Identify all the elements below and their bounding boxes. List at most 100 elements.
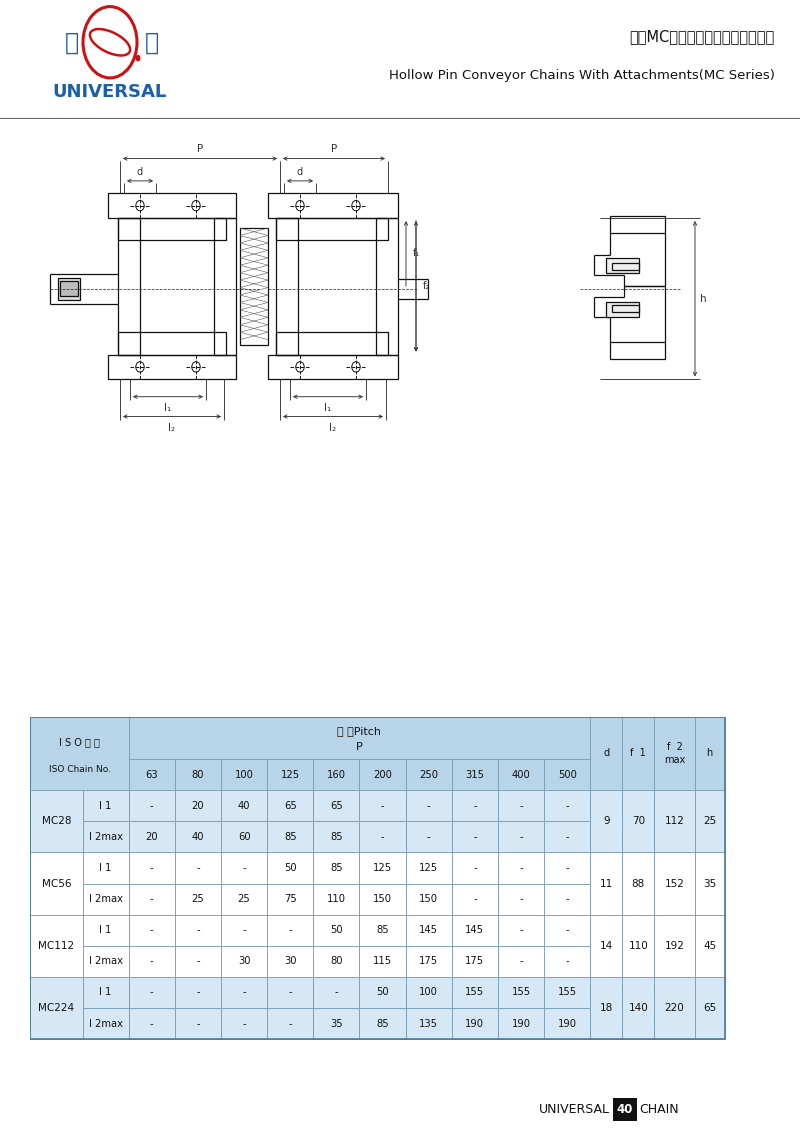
Bar	[267, 758, 314, 790]
Text: 192: 192	[665, 941, 685, 951]
Bar	[82, 790, 129, 822]
Bar	[359, 946, 406, 977]
Text: l₁: l₁	[324, 403, 332, 413]
Text: d: d	[603, 748, 610, 758]
Bar	[498, 852, 544, 883]
Bar	[406, 758, 452, 790]
Bar	[654, 790, 694, 852]
Text: MC224: MC224	[38, 1003, 74, 1013]
Text: l₂: l₂	[169, 422, 175, 432]
Bar	[30, 717, 129, 790]
Text: 30: 30	[284, 957, 297, 967]
Text: -: -	[427, 832, 430, 842]
Bar	[544, 790, 590, 822]
Text: -: -	[427, 800, 430, 811]
Text: 米刽MC系列空心销轴带附板输送链: 米刽MC系列空心销轴带附板输送链	[630, 29, 775, 44]
Bar	[30, 977, 82, 1039]
Text: 110: 110	[629, 941, 648, 951]
Text: 175: 175	[419, 957, 438, 967]
Text: 85: 85	[376, 1019, 389, 1029]
Text: -: -	[566, 894, 569, 904]
Text: 65: 65	[284, 800, 297, 811]
Bar	[129, 717, 590, 758]
Text: -: -	[196, 925, 200, 935]
Text: 25: 25	[191, 894, 204, 904]
Text: -: -	[381, 832, 384, 842]
Bar	[612, 305, 639, 312]
Text: 100: 100	[234, 770, 254, 780]
Bar	[175, 758, 221, 790]
Bar	[267, 1009, 314, 1039]
Text: f  2
max: f 2 max	[664, 743, 685, 764]
Bar	[622, 790, 654, 852]
Bar	[622, 915, 654, 977]
Bar	[654, 915, 694, 977]
Bar	[267, 946, 314, 977]
Text: 50: 50	[376, 987, 389, 997]
Text: -: -	[150, 1019, 154, 1029]
Bar	[221, 977, 267, 1009]
Bar	[82, 915, 129, 946]
Bar	[610, 342, 665, 360]
Text: 50: 50	[330, 925, 342, 935]
Bar	[118, 218, 140, 354]
Bar	[359, 915, 406, 946]
Text: 85: 85	[284, 832, 297, 842]
Bar	[654, 852, 694, 915]
Bar	[82, 977, 129, 1009]
Text: 85: 85	[376, 925, 389, 935]
Bar	[276, 218, 388, 240]
Bar	[694, 915, 725, 977]
Text: l 1: l 1	[99, 987, 112, 997]
Text: -: -	[150, 894, 154, 904]
Bar	[175, 977, 221, 1009]
Text: 40: 40	[617, 1103, 633, 1116]
Text: 112: 112	[665, 816, 685, 826]
Bar	[622, 977, 654, 1039]
Bar	[406, 852, 452, 883]
Bar	[406, 977, 452, 1009]
Text: 35: 35	[703, 878, 716, 889]
Bar	[129, 946, 175, 977]
Text: 190: 190	[558, 1019, 577, 1029]
Text: l 2max: l 2max	[89, 832, 122, 842]
Text: CHAIN: CHAIN	[639, 1103, 678, 1116]
Text: 25: 25	[238, 894, 250, 904]
Bar	[175, 822, 221, 852]
Bar	[82, 1009, 129, 1039]
Text: -: -	[242, 1019, 246, 1029]
Text: 155: 155	[511, 987, 530, 997]
Text: 环: 环	[65, 31, 79, 54]
Bar	[129, 915, 175, 946]
Text: P: P	[197, 144, 203, 154]
Bar	[129, 1009, 175, 1039]
Text: 110: 110	[327, 894, 346, 904]
Bar	[498, 1009, 544, 1039]
Bar	[452, 758, 498, 790]
Text: -: -	[519, 894, 522, 904]
Text: UNIVERSAL: UNIVERSAL	[53, 84, 167, 102]
Text: 11: 11	[600, 878, 613, 889]
Text: 球: 球	[145, 31, 159, 54]
Bar	[498, 883, 544, 915]
Bar	[498, 915, 544, 946]
Text: 160: 160	[327, 770, 346, 780]
Text: 115: 115	[373, 957, 392, 967]
Bar	[30, 790, 82, 852]
Bar	[175, 790, 221, 822]
Text: 63: 63	[146, 770, 158, 780]
Bar	[612, 263, 639, 271]
Text: h: h	[706, 748, 713, 758]
Bar	[267, 822, 314, 852]
Text: 125: 125	[373, 863, 392, 873]
Bar	[406, 883, 452, 915]
Bar	[221, 1009, 267, 1039]
Text: -: -	[289, 925, 292, 935]
Text: 50: 50	[284, 863, 297, 873]
Text: l 1: l 1	[99, 925, 112, 935]
Text: 85: 85	[330, 863, 342, 873]
Text: 220: 220	[665, 1003, 684, 1013]
Text: 190: 190	[466, 1019, 484, 1029]
Text: 70: 70	[632, 816, 645, 826]
Text: d: d	[297, 168, 303, 178]
